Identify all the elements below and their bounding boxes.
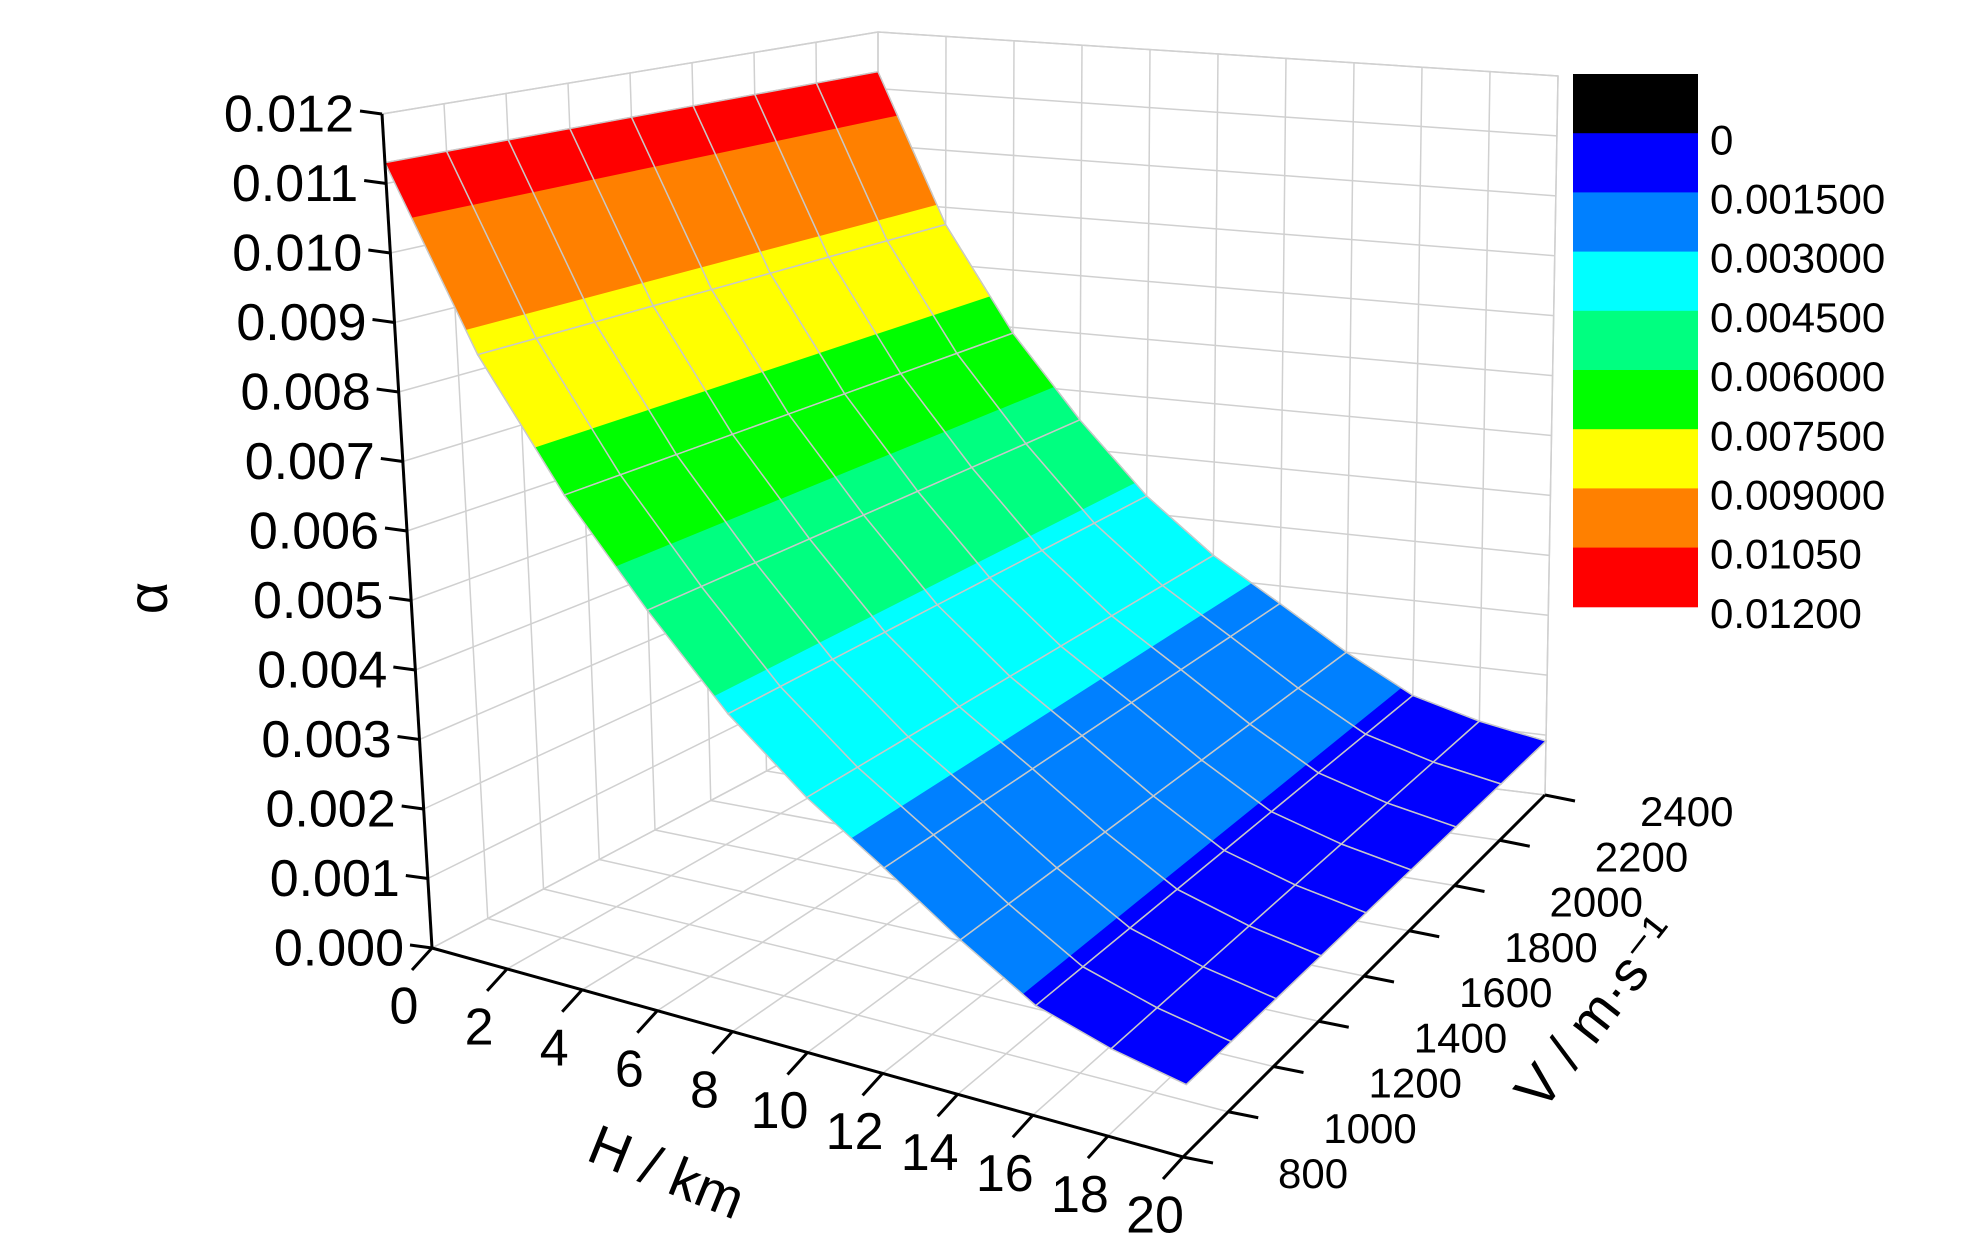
z-tick-label: 0.003 (261, 711, 391, 769)
z-axis-title: α (116, 582, 179, 614)
y-tick (1363, 974, 1395, 984)
z-tick-label: 0.005 (253, 572, 383, 630)
x-tick (1086, 1135, 1110, 1160)
colorbar-label: 0.001500 (1710, 175, 1885, 222)
z-tick (376, 387, 399, 394)
colorbar-swatch (1573, 370, 1698, 430)
z-tick (405, 874, 429, 880)
z-tick-label: 0.007 (245, 433, 375, 491)
y-tick (1499, 838, 1531, 848)
y-tick (1544, 793, 1576, 803)
x-tick (410, 946, 434, 972)
z-tick (363, 179, 387, 185)
z-tick (397, 735, 420, 741)
colorbar-label: 0.003000 (1710, 235, 1885, 282)
x-tick-label: 20 (1126, 1187, 1184, 1245)
x-tick-label: 2 (465, 999, 494, 1057)
colorbar-swatch (1573, 74, 1698, 134)
x-tick-label: 4 (540, 1020, 569, 1078)
x-tick (936, 1093, 959, 1118)
y-tick (1454, 884, 1485, 893)
colorbar-swatch (1573, 488, 1698, 549)
z-tick (409, 943, 433, 950)
x-tick (636, 1009, 659, 1034)
y-tick (1408, 929, 1440, 939)
z-tick (401, 804, 424, 811)
x-tick (1011, 1114, 1034, 1139)
z-tick-label: 0.001 (270, 850, 400, 908)
colorbar-swatch (1573, 251, 1698, 312)
x-tick (561, 988, 584, 1013)
z-tick (388, 596, 412, 602)
y-tick (1273, 1065, 1304, 1074)
y-tick (1318, 1019, 1350, 1029)
colorbar-label: 0.01050 (1710, 531, 1862, 578)
x-tick-label: 0 (390, 978, 419, 1036)
z-tick-label: 0.008 (241, 364, 371, 422)
y-tick (1227, 1110, 1259, 1120)
y-tick-label: 1600 (1459, 969, 1552, 1016)
x-tick-label: 16 (976, 1145, 1034, 1203)
colorbar-swatch (1573, 310, 1698, 371)
y-tick-label: 2400 (1640, 788, 1733, 835)
x-tick-label: 10 (751, 1082, 809, 1140)
z-tick (380, 457, 404, 463)
colorbar-label: 0.004500 (1710, 294, 1885, 341)
x-tick-label: 12 (826, 1103, 884, 1161)
z-tick-label: 0.009 (236, 294, 366, 352)
x-axis-title: H / km (580, 1112, 754, 1231)
z-tick-label: 0.012 (224, 86, 354, 144)
x-tick (485, 967, 509, 992)
z-tick (393, 665, 416, 672)
colorbar-label: 0.006000 (1710, 353, 1885, 400)
x-tick (1161, 1155, 1185, 1181)
y-tick-label: 800 (1278, 1150, 1348, 1197)
colorbar-swatch (1573, 133, 1698, 193)
y-tick-label: 2200 (1595, 833, 1688, 880)
y-tick-label: 1200 (1369, 1060, 1462, 1107)
colorbar-label: 0.007500 (1710, 412, 1885, 459)
x-tick (861, 1072, 884, 1097)
y-tick-label: 1400 (1414, 1014, 1507, 1061)
z-tick (384, 526, 408, 533)
z-tick (372, 318, 395, 324)
z-tick-label: 0.010 (232, 225, 362, 283)
x-tick-label: 6 (615, 1040, 644, 1098)
y-tick-label: 1800 (1504, 924, 1597, 971)
z-tick-label: 0.011 (232, 155, 358, 213)
z-tick-label: 0.002 (266, 781, 396, 839)
surface-cell (1109, 1006, 1233, 1086)
x-tick-label: 8 (690, 1061, 719, 1119)
y-tick-label: 2000 (1550, 879, 1643, 926)
colorbar-label: 0.009000 (1710, 471, 1885, 518)
z-tick-label: 0.004 (257, 642, 387, 700)
z-tick (359, 109, 383, 116)
x-tick (786, 1051, 809, 1076)
y-tick (1182, 1155, 1214, 1165)
colorbar-swatch (1573, 192, 1698, 253)
z-tick (368, 248, 391, 255)
x-tick-label: 18 (1051, 1166, 1109, 1224)
grid-line (381, 31, 1559, 115)
x-tick-label: 14 (901, 1124, 959, 1182)
z-tick-label: 0.006 (249, 503, 379, 561)
colorbar-label: 0.01200 (1710, 590, 1862, 637)
x-tick (711, 1030, 734, 1055)
colorbar-swatch (1573, 547, 1698, 608)
z-tick-label: 0.000 (274, 920, 404, 978)
y-tick-label: 1000 (1323, 1105, 1416, 1152)
colorbar-label: 0 (1710, 116, 1733, 163)
colorbar-swatch (1573, 429, 1698, 489)
